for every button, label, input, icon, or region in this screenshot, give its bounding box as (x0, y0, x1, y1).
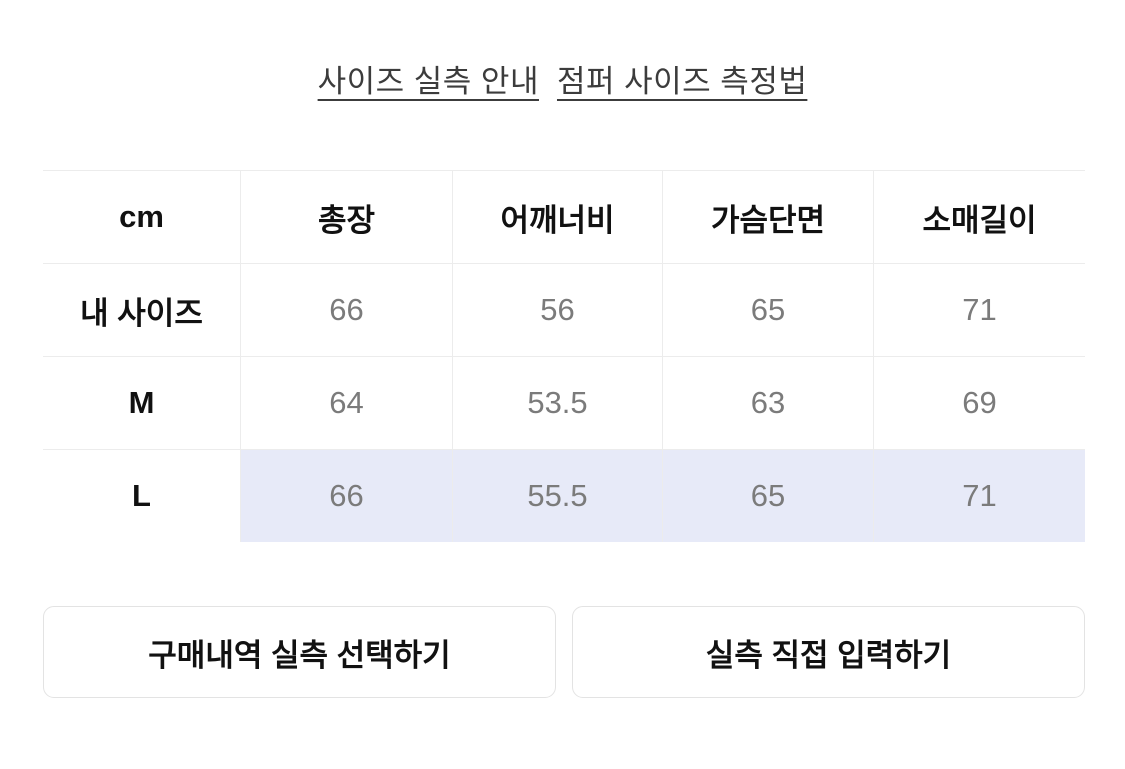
size-value-cell: 69 (873, 357, 1085, 449)
row-label: M (128, 385, 155, 420)
table-row[interactable]: M 64 53.5 63 69 (43, 356, 1085, 449)
table-row[interactable]: 내 사이즈 66 56 65 71 (43, 263, 1085, 356)
table-header-cell-unit: cm (119, 199, 164, 234)
size-value-cell: 71 (873, 264, 1085, 356)
size-measure-guide-link[interactable]: 사이즈 실측 안내 (317, 64, 539, 99)
action-buttons: 구매내역 실측 선택하기 실측 직접 입력하기 (43, 606, 1085, 698)
size-value-cell: 55.5 (452, 450, 662, 542)
size-value-cell: 65 (662, 264, 873, 356)
table-header-cell-sleeve: 소매길이 (873, 171, 1085, 263)
table-header-cell-shoulder: 어깨너비 (452, 171, 662, 263)
size-value-cell: 71 (873, 450, 1085, 542)
table-row[interactable]: L 66 55.5 65 71 (43, 449, 1085, 542)
size-value-cell: 53.5 (452, 357, 662, 449)
size-value-cell: 65 (662, 450, 873, 542)
size-value-cell: 66 (240, 450, 452, 542)
table-header-cell-total-length: 총장 (240, 171, 452, 263)
size-value-cell: 64 (240, 357, 452, 449)
jumper-size-howto-link[interactable]: 점퍼 사이즈 측정법 (556, 64, 808, 99)
row-label: 내 사이즈 (80, 295, 203, 331)
table-header-row: cm 총장 어깨너비 가슴단면 소매길이 (43, 171, 1085, 263)
size-value-cell: 66 (240, 264, 452, 356)
size-value-cell: 63 (662, 357, 873, 449)
table-header-cell-chest: 가슴단면 (662, 171, 873, 263)
size-table: cm 총장 어깨너비 가슴단면 소매길이 내 사이즈 66 56 65 71 M… (43, 170, 1085, 542)
size-value-cell: 56 (452, 264, 662, 356)
select-purchase-measurement-button[interactable]: 구매내역 실측 선택하기 (43, 606, 556, 698)
enter-measurement-directly-button[interactable]: 실측 직접 입력하기 (572, 606, 1085, 698)
header-links: 사이즈 실측 안내 점퍼 사이즈 측정법 (0, 56, 1125, 100)
row-label: L (132, 478, 151, 513)
